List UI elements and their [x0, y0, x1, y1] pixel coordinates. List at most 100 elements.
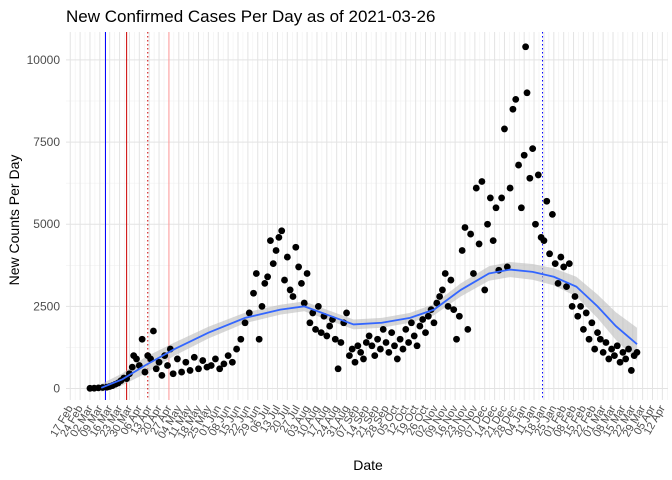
data-point — [625, 345, 632, 353]
y-tick-label: 0 — [53, 382, 60, 396]
data-point — [588, 319, 596, 327]
data-point — [484, 220, 491, 228]
data-point — [169, 370, 177, 378]
data-point — [622, 355, 630, 363]
data-point — [216, 365, 224, 373]
data-point — [252, 270, 260, 277]
data-point — [441, 270, 449, 277]
y-tick-label: 5000 — [33, 217, 60, 231]
data-point — [354, 342, 362, 350]
data-point — [331, 335, 339, 343]
data-point — [368, 342, 376, 350]
data-point — [272, 247, 280, 254]
data-point — [224, 352, 232, 360]
y-tick-label: 7500 — [33, 135, 60, 149]
data-point — [141, 368, 149, 376]
data-point — [489, 237, 497, 245]
data-point — [388, 329, 396, 337]
data-point — [155, 358, 163, 366]
data-point — [292, 243, 300, 251]
data-point — [560, 263, 568, 271]
data-point — [447, 276, 455, 284]
smooth-trend-line — [100, 268, 638, 389]
data-point — [275, 233, 283, 241]
data-point — [207, 362, 215, 369]
data-point — [345, 352, 353, 360]
data-point — [546, 250, 553, 258]
data-point — [186, 367, 194, 374]
data-point — [269, 260, 277, 268]
data-point — [267, 237, 274, 245]
data-point — [309, 309, 317, 317]
y-tick-label: 2500 — [33, 299, 60, 313]
data-point — [551, 260, 559, 268]
data-point — [264, 273, 272, 281]
data-point — [241, 319, 249, 327]
data-points — [86, 43, 641, 392]
data-point — [571, 293, 579, 300]
data-point — [602, 339, 610, 346]
y-axis-title: New Counts Per Day — [6, 155, 22, 286]
data-point — [613, 342, 621, 350]
data-point — [532, 220, 539, 228]
data-point — [158, 371, 166, 379]
data-point — [565, 260, 573, 268]
data-point — [351, 358, 359, 366]
data-point — [548, 210, 556, 218]
data-point — [278, 227, 286, 235]
data-point — [512, 95, 520, 103]
data-point — [228, 358, 236, 366]
data-point — [450, 306, 458, 314]
data-point — [385, 348, 393, 356]
data-point — [608, 345, 616, 353]
data-point — [379, 325, 387, 333]
data-point — [594, 329, 601, 337]
data-point — [295, 263, 303, 271]
data-point — [286, 286, 294, 294]
data-point — [190, 353, 198, 361]
data-point — [128, 363, 136, 371]
data-point — [424, 312, 432, 320]
y-axis: 0 2500 5000 7500 10000 — [27, 53, 61, 396]
data-point — [577, 302, 584, 310]
data-point — [343, 309, 350, 317]
data-point — [633, 348, 641, 356]
data-point — [433, 299, 441, 307]
data-point — [506, 184, 514, 192]
data-point — [220, 360, 228, 368]
data-point — [261, 279, 269, 287]
data-point — [399, 345, 407, 353]
data-point — [298, 279, 305, 287]
data-point — [492, 204, 500, 212]
data-point — [611, 352, 618, 360]
data-point — [314, 302, 322, 310]
data-point — [557, 253, 565, 261]
data-point — [408, 319, 415, 327]
data-point — [580, 325, 587, 333]
reference-lines — [104, 32, 544, 400]
data-point — [133, 355, 140, 363]
data-point — [455, 312, 463, 320]
data-point — [382, 339, 390, 346]
data-point — [481, 286, 489, 294]
data-point — [362, 339, 370, 346]
data-point — [503, 263, 511, 271]
data-point — [522, 43, 530, 51]
data-point — [478, 178, 486, 185]
data-point — [554, 279, 562, 287]
data-point — [303, 270, 311, 277]
data-point — [182, 358, 190, 366]
data-point — [517, 204, 525, 212]
data-point — [439, 286, 446, 294]
data-point — [212, 355, 219, 363]
data-point — [312, 325, 319, 333]
data-point — [317, 329, 325, 337]
data-point — [150, 327, 157, 335]
data-point — [357, 348, 365, 356]
data-point — [300, 299, 308, 307]
data-point — [250, 289, 257, 297]
data-point — [627, 367, 635, 374]
data-point — [178, 368, 186, 376]
